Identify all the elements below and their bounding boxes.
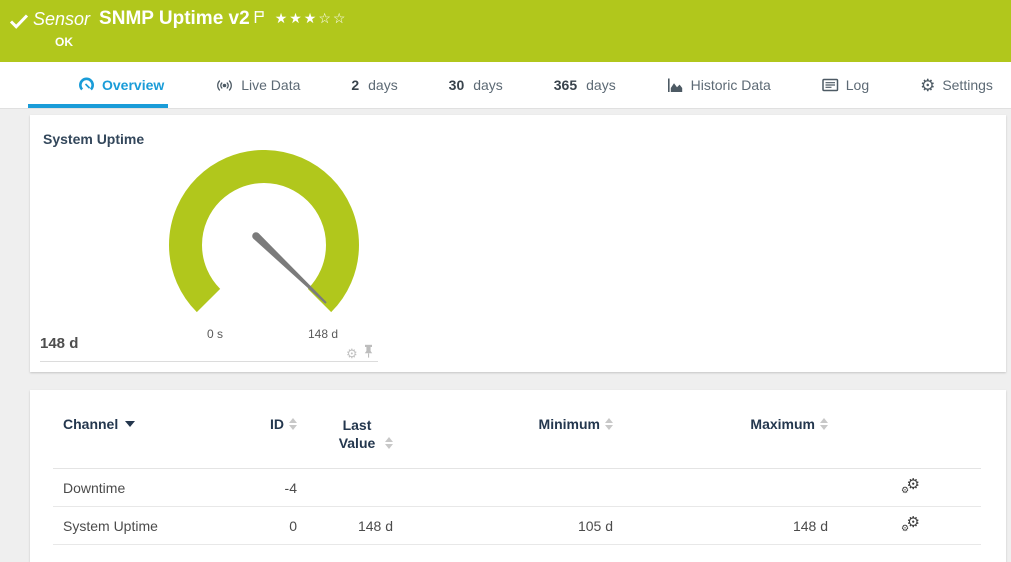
tab-365-days[interactable]: 365 days [550,62,620,108]
tab-log[interactable]: Log [818,62,873,108]
channel-id: 0 [243,506,297,545]
gauge-pin-icon[interactable] [363,344,374,363]
channel-id: -4 [243,468,297,507]
channel-maximum: 148 d [613,506,828,545]
column-header-channel-label: Channel [63,416,119,432]
tab-historic-data[interactable]: Historic Data [663,62,775,108]
tab-30-days-number: 30 [448,77,465,93]
gauge-icon [78,77,95,93]
settings-gear-icon: ⚙ [920,75,936,95]
gauge-max-label: 148 d [307,327,339,341]
column-header-last-value-label: Last Value [338,417,376,451]
channel-settings-icon[interactable]: ⚙ ⚙ [901,475,920,495]
priority-flag-icon[interactable] [254,8,265,32]
log-icon [822,78,839,92]
tab-overview-label: Overview [102,77,165,93]
column-header-minimum[interactable]: Minimum [393,390,613,469]
gauge-needle [253,233,327,304]
tab-log-label: Log [845,77,870,93]
channel-name[interactable]: System Uptime [53,506,243,545]
tab-2-days-number: 2 [351,77,360,93]
channel-settings-icon[interactable]: ⚙ ⚙ [901,513,920,533]
table-header-row: Channel ID Last Value Minimum Maximum [53,390,981,469]
live-data-icon [215,78,234,93]
gauge-min-label: 0 s [206,327,223,341]
tab-365-days-number: 365 [553,77,578,93]
divider [40,361,378,362]
gauge-current-value: 148 d [40,335,79,352]
channel-minimum: 105 d [393,506,613,545]
channel-last-value: 148 d [297,506,393,545]
gauge-panel-title: System Uptime [43,131,145,147]
historic-chart-icon [667,78,684,93]
channels-table: Channel ID Last Value Minimum Maximum [53,390,981,545]
gauge-settings-icon[interactable]: ⚙ [346,346,358,361]
channel-minimum [393,468,613,507]
status-badge: OK [55,35,73,49]
tab-2-days[interactable]: 2 days [347,62,401,108]
column-header-maximum[interactable]: Maximum [613,390,828,469]
priority-stars[interactable]: ★★★☆☆ [274,10,348,26]
channel-maximum [613,468,828,507]
tab-30-days-label: days [473,77,503,93]
column-header-minimum-label: Minimum [538,416,600,432]
column-header-settings [828,390,981,469]
sensor-header: Sensor SNMP Uptime v2 ★★★☆☆ OK [0,0,1011,62]
table-row: System Uptime 0 148 d 105 d 148 d ⚙ ⚙ [53,506,981,545]
tab-365-days-label: days [586,77,616,93]
channels-panel: Channel ID Last Value Minimum Maximum [30,390,1006,562]
object-kind-label: Sensor [33,9,91,29]
tab-live-data[interactable]: Live Data [211,62,304,108]
sort-icon [605,418,613,430]
channel-last-value [297,468,393,507]
tab-settings[interactable]: ⚙ Settings [916,62,997,108]
ok-check-icon [9,13,29,35]
tab-overview[interactable]: Overview [28,62,169,108]
uptime-gauge [169,150,359,313]
table-row: Downtime -4 ⚙ ⚙ [53,468,981,507]
tab-live-data-label: Live Data [241,77,301,93]
column-header-id[interactable]: ID [243,390,297,469]
tab-settings-label: Settings [942,77,993,93]
column-header-id-label: ID [270,416,284,432]
sort-icon [820,418,828,430]
column-header-channel[interactable]: Channel [53,390,243,469]
sort-icon [289,418,297,430]
sort-desc-icon [125,421,136,427]
channel-name[interactable]: Downtime [53,468,243,507]
sensor-title: SNMP Uptime v2 [99,8,250,29]
system-uptime-panel: System Uptime 0 s 148 d 148 d ⚙ [30,115,1006,372]
sort-icon [385,437,393,449]
column-header-maximum-label: Maximum [750,416,815,432]
tab-bar: Overview Live Data 2 days 30 days 365 da… [0,62,1011,109]
tab-2-days-label: days [368,77,398,93]
tab-30-days[interactable]: 30 days [445,62,507,108]
tab-historic-data-label: Historic Data [690,77,771,93]
column-header-last-value[interactable]: Last Value [297,390,393,469]
